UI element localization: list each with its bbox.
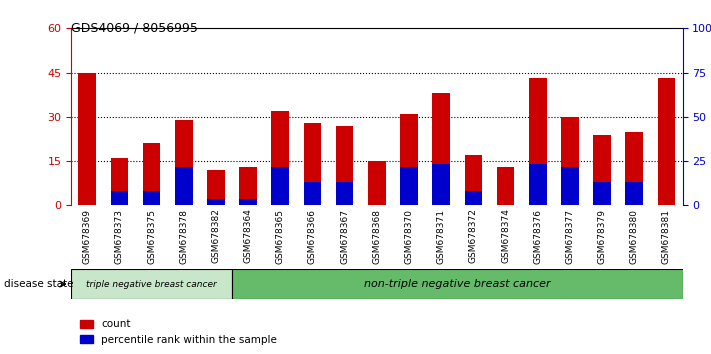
Text: GSM678365: GSM678365: [276, 209, 285, 263]
Bar: [110, 190, 128, 205]
Bar: [432, 93, 450, 205]
Text: GSM678371: GSM678371: [437, 209, 446, 263]
Bar: [464, 155, 482, 205]
Bar: [71, 269, 232, 299]
Text: non-triple negative breast cancer: non-triple negative breast cancer: [364, 279, 550, 289]
Legend: count, percentile rank within the sample: count, percentile rank within the sample: [76, 315, 282, 349]
Text: GSM678378: GSM678378: [179, 209, 188, 263]
Bar: [593, 182, 611, 205]
Bar: [143, 190, 161, 205]
Bar: [593, 135, 611, 205]
Text: GSM678382: GSM678382: [211, 209, 220, 263]
Bar: [336, 126, 353, 205]
Text: triple negative breast cancer: triple negative breast cancer: [86, 280, 217, 289]
Bar: [336, 182, 353, 205]
Bar: [529, 164, 547, 205]
Bar: [561, 117, 579, 205]
Bar: [432, 164, 450, 205]
Bar: [464, 190, 482, 205]
Text: GSM678381: GSM678381: [662, 209, 671, 263]
Bar: [239, 167, 257, 205]
Bar: [175, 167, 193, 205]
Bar: [239, 199, 257, 205]
Bar: [658, 79, 675, 205]
Bar: [175, 120, 193, 205]
Text: GSM678375: GSM678375: [147, 209, 156, 263]
Bar: [400, 114, 418, 205]
Bar: [110, 158, 128, 205]
Bar: [626, 132, 643, 205]
Bar: [497, 167, 514, 205]
Text: GSM678374: GSM678374: [501, 209, 510, 263]
Text: disease state: disease state: [4, 279, 73, 289]
Text: GSM678376: GSM678376: [533, 209, 542, 263]
Bar: [272, 111, 289, 205]
Text: GDS4069 / 8056995: GDS4069 / 8056995: [71, 21, 198, 34]
Text: GSM678373: GSM678373: [115, 209, 124, 263]
Bar: [207, 199, 225, 205]
Bar: [368, 161, 385, 205]
Bar: [272, 167, 289, 205]
Bar: [78, 73, 96, 205]
Text: GSM678372: GSM678372: [469, 209, 478, 263]
Bar: [626, 182, 643, 205]
Bar: [529, 79, 547, 205]
Text: GSM678366: GSM678366: [308, 209, 317, 263]
Text: GSM678367: GSM678367: [340, 209, 349, 263]
Bar: [400, 167, 418, 205]
Text: GSM678380: GSM678380: [630, 209, 638, 263]
Text: GSM678370: GSM678370: [405, 209, 414, 263]
Bar: [304, 182, 321, 205]
Bar: [232, 269, 683, 299]
Text: GSM678369: GSM678369: [82, 209, 92, 263]
Text: GSM678368: GSM678368: [373, 209, 381, 263]
Bar: [304, 123, 321, 205]
Bar: [561, 167, 579, 205]
Bar: [143, 143, 161, 205]
Bar: [207, 170, 225, 205]
Text: GSM678379: GSM678379: [598, 209, 606, 263]
Text: GSM678377: GSM678377: [565, 209, 574, 263]
Text: GSM678364: GSM678364: [244, 209, 252, 263]
